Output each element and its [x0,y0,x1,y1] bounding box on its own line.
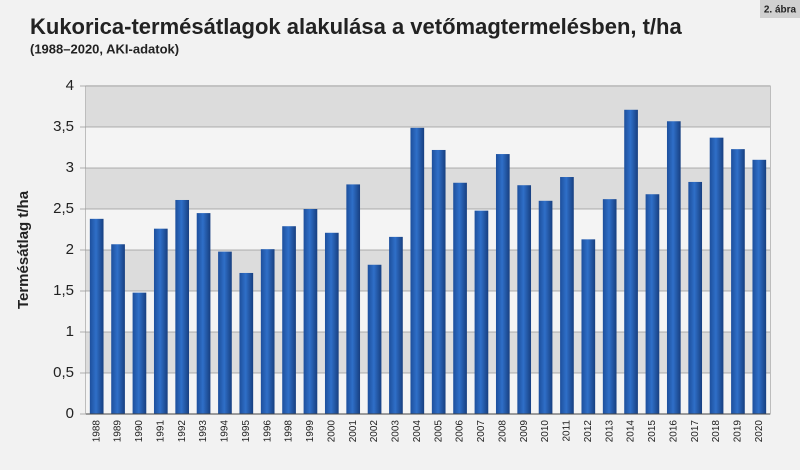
x-tick-label: 2020 [754,420,765,443]
x-tick-label: 1993 [198,420,209,443]
bar [474,210,489,414]
bar [111,244,125,414]
bar [538,200,553,414]
bar [260,249,275,414]
bar [239,272,254,414]
x-tick-label: 1995 [241,420,252,443]
x-tick-label: 2001 [348,420,359,443]
bar [282,226,296,414]
x-tick-label: 2017 [690,420,701,443]
bar [324,232,339,414]
x-tick-label: 2013 [604,420,615,443]
grid-band [86,86,770,127]
x-tick-label: 2014 [626,420,637,443]
y-tick-label: 2 [66,241,74,258]
bar [132,292,147,414]
y-tick-label: 1 [66,323,74,340]
bar [175,199,190,414]
bar [153,228,168,414]
bar [709,137,724,414]
x-tick-label: 1989 [113,420,124,443]
x-tick-label: 1996 [262,420,273,443]
x-tick-label: 2015 [647,420,658,443]
x-tick-label: 2009 [519,420,530,443]
chart-subtitle: (1988–2020, AKI-adatok) [30,41,179,56]
y-tick-label: 0,5 [53,364,74,381]
y-tick-label: 0 [66,405,74,422]
bar [453,182,467,414]
y-tick-label: 1,5 [53,282,74,299]
bar [517,185,532,414]
y-tick-label: 4 [66,77,74,94]
x-tick-label: 2011 [562,420,573,442]
bar [346,184,361,414]
bar [666,121,681,414]
bar [731,149,745,414]
x-tick-label: 2004 [412,420,423,443]
x-tick-label: 2002 [369,420,380,443]
bar [624,109,638,414]
x-tick-label: 2006 [455,420,466,443]
x-tick-label: 1992 [177,420,188,443]
x-tick-label: 1999 [305,420,316,443]
bar [303,209,318,414]
bar [602,199,617,414]
y-tick-label: 2,5 [53,200,74,217]
x-tick-label: 1991 [155,420,166,443]
bar [688,181,703,414]
x-tick-label: 2000 [326,420,337,443]
x-tick-label: 1990 [134,420,145,443]
chart-title: Kukorica-termésátlagok alakulása a vetőm… [30,14,682,39]
x-tick-label: 1994 [220,420,231,443]
x-tick-label: 2016 [668,420,679,443]
bar [560,177,574,414]
bar [196,213,211,414]
x-tick-label: 2003 [391,420,402,443]
bar [431,149,446,414]
x-tick-label: 2019 [733,420,744,443]
x-tick-label: 2008 [497,420,508,443]
x-tick-label: 1988 [91,420,102,443]
x-tick-label: 2010 [540,420,551,443]
x-tick-label: 2012 [583,420,594,443]
grid-band [86,127,770,168]
x-tick-label: 1998 [284,420,295,443]
x-tick-label: 2007 [476,420,487,443]
bar [752,159,767,414]
bar [495,154,510,414]
y-tick-label: 3,5 [53,118,74,135]
y-axis-label: Termésátlag t/ha [15,190,32,309]
x-tick-label: 2018 [711,420,722,443]
bar [389,236,403,414]
bar [367,264,382,414]
bar [89,218,104,414]
bar [218,251,232,414]
bar [410,127,425,414]
badge-bg [760,0,800,18]
bar [581,239,596,414]
figure-label: 2. ábra [764,5,797,16]
bar [645,194,660,414]
y-tick-label: 3 [66,159,74,176]
x-tick-label: 2005 [433,420,444,443]
